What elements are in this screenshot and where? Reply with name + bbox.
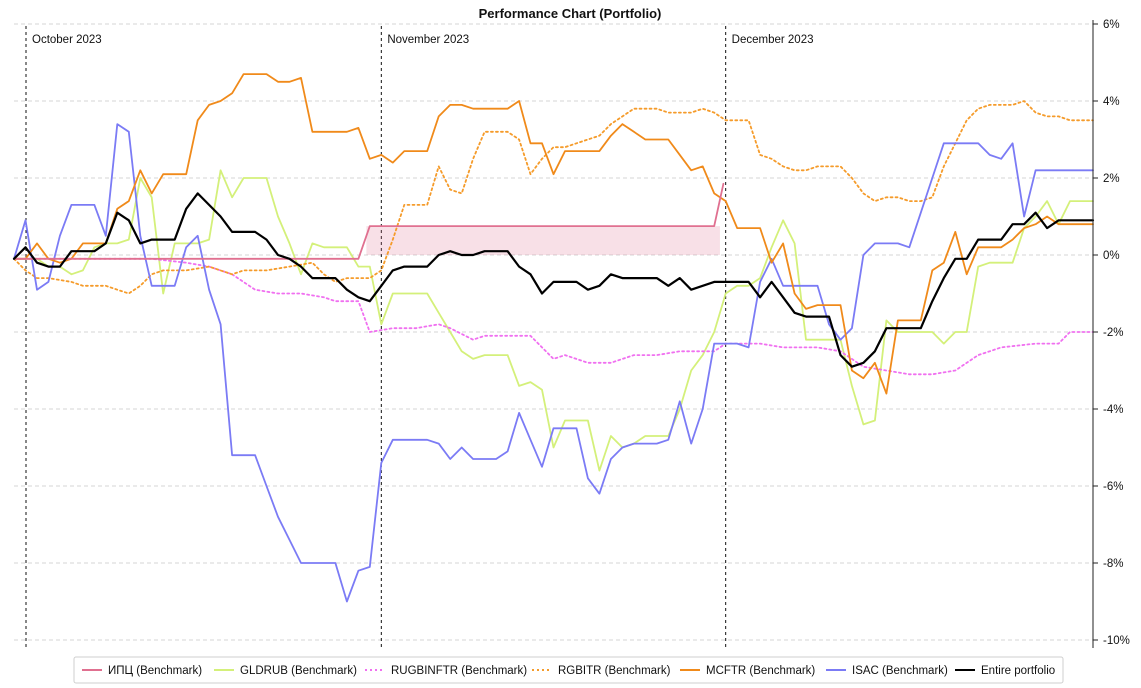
series-line-ипц-benchmark xyxy=(13,182,725,260)
series-line-rugbinftr-benchmark xyxy=(13,257,1094,376)
series-line-entire-portfolio xyxy=(12,192,1095,368)
month-label: October 2023 xyxy=(32,34,102,46)
series-line-isac-benchmark xyxy=(13,123,1094,603)
y-tick-label: 0% xyxy=(1103,250,1120,262)
y-tick-label: -10% xyxy=(1103,635,1130,647)
y-tick-label: 2% xyxy=(1103,173,1120,185)
month-label: November 2023 xyxy=(387,34,469,46)
legend-box xyxy=(73,656,1064,684)
chart-title: Performance Chart (Portfolio) xyxy=(479,6,662,21)
series-fill-area xyxy=(366,226,720,255)
legend-label: ISAC (Benchmark) xyxy=(852,665,948,677)
series-line-mcftr-benchmark xyxy=(13,73,1094,395)
y-axis: 6% 4% 2% 0% -2% -4% -6% -8% -10% xyxy=(1092,19,1130,648)
legend: ИПЦ (Benchmark) GLDRUB (Benchmark) RUGBINF… xyxy=(73,656,1064,684)
legend-label: RGBITR (Benchmark) xyxy=(558,665,671,677)
legend-label: ИПЦ (Benchmark) xyxy=(108,665,202,677)
y-tick-label: -2% xyxy=(1103,327,1123,339)
month-markers: October 2023 November 2023 December 2023 xyxy=(25,26,814,648)
series-line-gldrub-benchmark xyxy=(13,169,1094,472)
y-tick-label: 6% xyxy=(1103,19,1120,31)
month-label: December 2023 xyxy=(732,34,814,46)
series-fill-ипц-benchmark xyxy=(366,226,720,255)
y-tick-label: -8% xyxy=(1103,558,1123,570)
y-tick-label: 4% xyxy=(1103,96,1120,108)
legend-label: GLDRUB (Benchmark) xyxy=(240,665,357,677)
y-tick-label: -4% xyxy=(1103,404,1123,416)
legend-label: MCFTR (Benchmark) xyxy=(706,665,815,677)
legend-label: RUGBINFTR (Benchmark) xyxy=(391,665,527,677)
series-line-rgbitr-benchmark xyxy=(13,100,1094,295)
series-lines xyxy=(12,73,1095,603)
y-tick-label: -6% xyxy=(1103,481,1123,493)
legend-label: Entire portfolio xyxy=(981,665,1055,677)
